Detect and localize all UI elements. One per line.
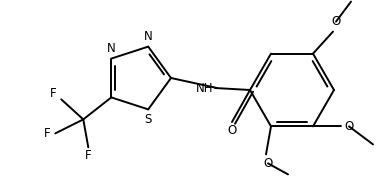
Text: F: F <box>50 87 57 100</box>
Text: F: F <box>44 127 51 140</box>
Text: N: N <box>144 30 153 43</box>
Text: NH: NH <box>196 82 214 95</box>
Text: O: O <box>227 125 237 137</box>
Text: N: N <box>107 42 116 55</box>
Text: O: O <box>344 120 354 133</box>
Text: F: F <box>85 149 92 162</box>
Text: S: S <box>144 113 152 126</box>
Text: O: O <box>331 15 341 28</box>
Text: O: O <box>264 157 273 170</box>
